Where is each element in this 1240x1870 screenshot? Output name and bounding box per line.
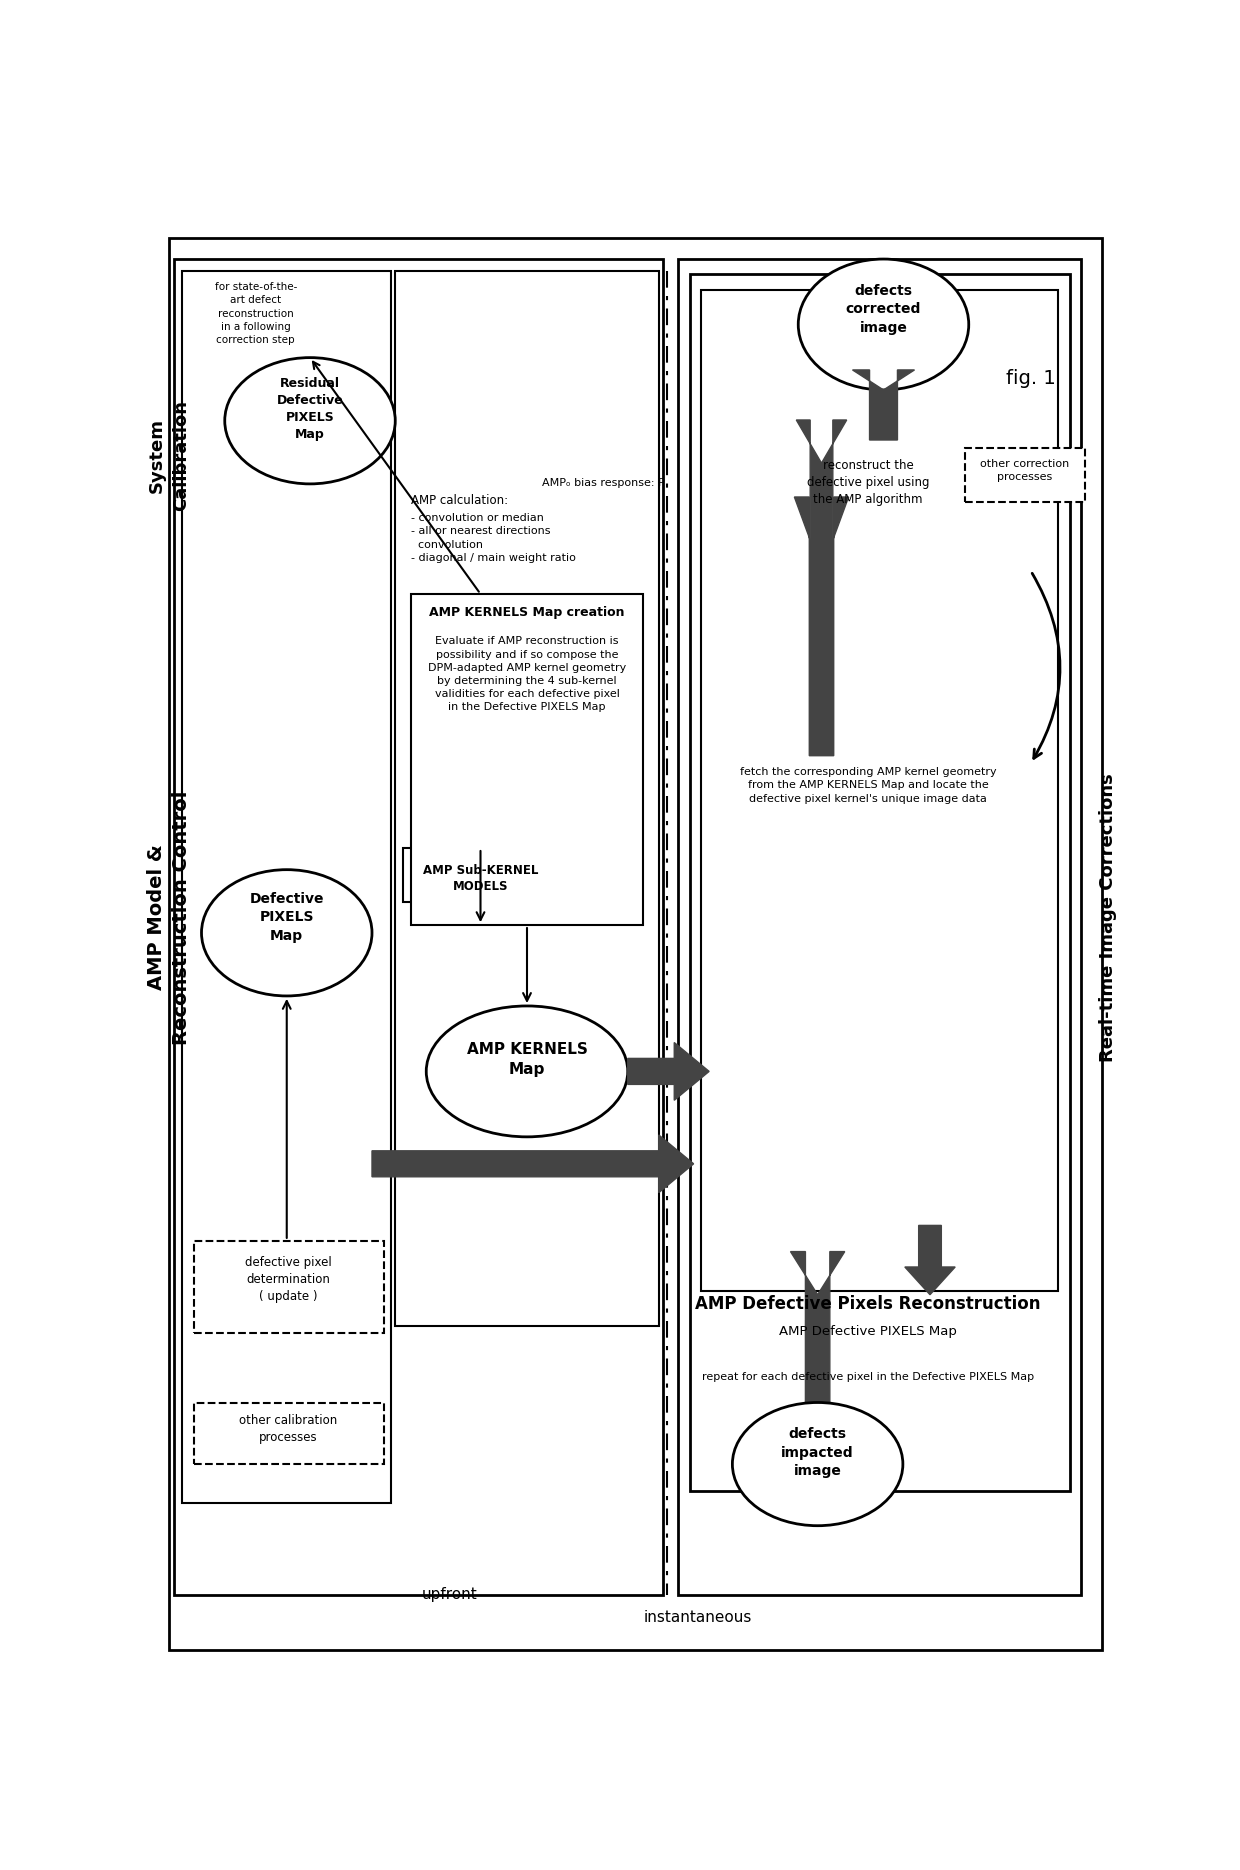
Polygon shape xyxy=(853,370,915,439)
Text: other calibration
processes: other calibration processes xyxy=(239,1414,337,1444)
Polygon shape xyxy=(627,1043,709,1100)
Text: AMP Model &
Reconstruction Control: AMP Model & Reconstruction Control xyxy=(148,791,191,1045)
Text: AMPₒ bias response: P: AMPₒ bias response: P xyxy=(543,479,665,488)
Text: fig. 1: fig. 1 xyxy=(1006,368,1055,387)
Text: Real-time Image Corrections: Real-time Image Corrections xyxy=(1099,772,1117,1062)
Text: AMP calculation:: AMP calculation: xyxy=(410,494,508,507)
Text: reconstruct the
defective pixel using
the AMP algorithm: reconstruct the defective pixel using th… xyxy=(807,460,929,507)
Ellipse shape xyxy=(799,260,968,391)
Ellipse shape xyxy=(201,870,372,997)
Text: Residual
Defective
PIXELS
Map: Residual Defective PIXELS Map xyxy=(277,378,343,441)
Text: instantaneous: instantaneous xyxy=(644,1610,751,1625)
Text: defects
impacted
image: defects impacted image xyxy=(781,1427,854,1477)
Polygon shape xyxy=(795,497,848,755)
Text: AMP Sub-KERNEL
MODELS: AMP Sub-KERNEL MODELS xyxy=(423,864,538,894)
Ellipse shape xyxy=(427,1006,627,1137)
Bar xyxy=(403,849,558,901)
Text: AMP Defective PIXELS Map: AMP Defective PIXELS Map xyxy=(779,1326,957,1339)
Text: Defective
PIXELS
Map: Defective PIXELS Map xyxy=(249,892,324,942)
Bar xyxy=(410,595,644,926)
Bar xyxy=(182,271,392,1503)
Text: upfront: upfront xyxy=(422,1588,477,1603)
Text: repeat for each defective pixel in the Defective PIXELS Map: repeat for each defective pixel in the D… xyxy=(702,1373,1034,1382)
Bar xyxy=(175,260,662,1595)
Bar xyxy=(702,290,1058,1290)
Text: AMP KERNELS Map creation: AMP KERNELS Map creation xyxy=(429,606,625,619)
Bar xyxy=(689,275,1069,1490)
Text: Evaluate if AMP reconstruction is
possibility and if so compose the
DPM-adapted : Evaluate if AMP reconstruction is possib… xyxy=(428,636,626,712)
Polygon shape xyxy=(905,1225,955,1294)
Bar xyxy=(193,1242,383,1333)
Text: - convolution or median
- all or nearest directions
  convolution
- diagonal / m: - convolution or median - all or nearest… xyxy=(410,512,575,563)
Text: for state-of-the-
art defect
reconstruction
in a following
correction step: for state-of-the- art defect reconstruct… xyxy=(215,282,296,344)
Text: AMP KERNELS
Map: AMP KERNELS Map xyxy=(466,1042,588,1077)
Text: fetch the corresponding AMP kernel geometry
from the AMP KERNELS Map and locate : fetch the corresponding AMP kernel geome… xyxy=(740,767,996,804)
Text: defects
corrected
image: defects corrected image xyxy=(846,284,921,335)
Polygon shape xyxy=(372,1135,693,1193)
Text: defective pixel
determination
( update ): defective pixel determination ( update ) xyxy=(246,1257,331,1303)
Text: other correction
processes: other correction processes xyxy=(980,460,1069,482)
Bar xyxy=(396,271,658,1326)
Polygon shape xyxy=(796,421,847,570)
Bar xyxy=(678,260,1081,1595)
Polygon shape xyxy=(791,1251,844,1402)
Ellipse shape xyxy=(224,357,396,484)
Text: AMP Defective Pixels Reconstruction: AMP Defective Pixels Reconstruction xyxy=(696,1294,1040,1313)
Bar xyxy=(193,1402,383,1464)
Text: System
Calibration: System Calibration xyxy=(148,400,190,511)
Bar xyxy=(965,447,1085,501)
Ellipse shape xyxy=(733,1402,903,1526)
